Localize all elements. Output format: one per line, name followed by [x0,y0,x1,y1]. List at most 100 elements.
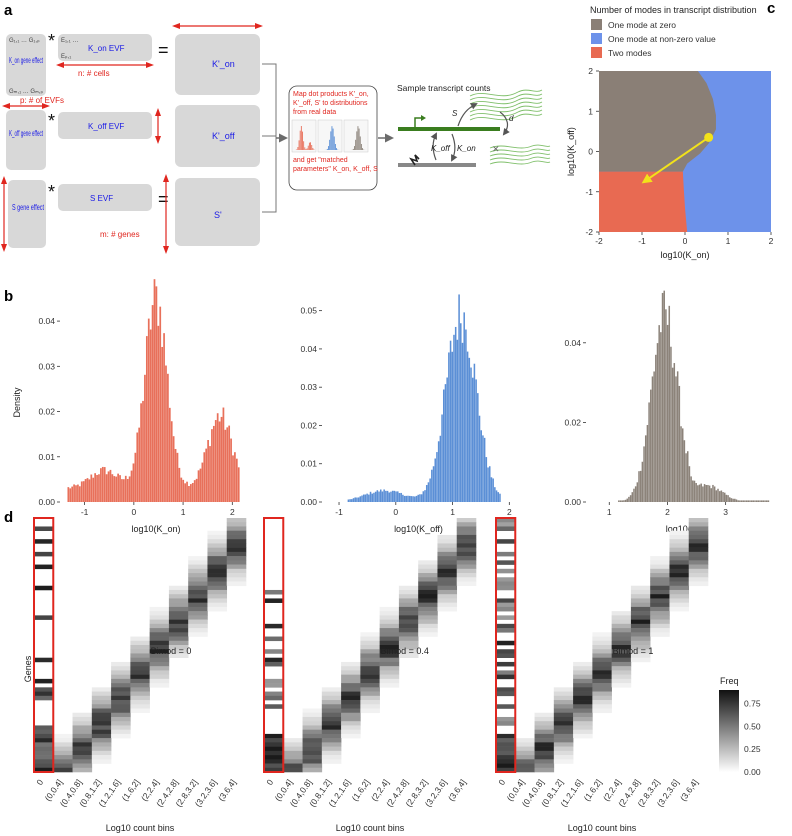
d-cell [630,623,651,629]
d-cell [321,708,342,714]
d-cell [650,577,670,582]
d-cell [611,628,632,633]
mini-hist-bar [308,142,310,150]
d-cell [302,746,323,752]
c-legend-label: One mode at zero [608,20,676,30]
s-evf-label: S EVF [90,194,113,203]
b-hist-bar [218,421,221,502]
b-hist-bar [742,500,744,502]
b-hist-bar [470,367,472,502]
b-hist-bar [111,474,114,502]
panel-letter-a: a [4,2,13,19]
c-legend-swatch [591,33,602,44]
mini-hist-bar [312,147,314,150]
d-cell [91,729,112,735]
d-cell [553,700,574,705]
map-text-1: Map dot products K'_on, [293,91,369,98]
b-hist-bar [473,363,476,502]
c-legend: One mode at zero One mode at non-zero val… [591,19,716,58]
d-cell [283,759,303,764]
b-hist-bar [199,468,202,502]
b-xtick-label: -1 [335,507,343,517]
b-hist-bar [123,479,125,502]
d-cell [418,564,438,570]
d-zero-cell [264,759,284,764]
koff-prime-label: K'_off [212,131,235,141]
d-zero-cell [34,750,54,756]
d-zero-cell [496,518,516,523]
d-cell [188,632,208,637]
s-gene-effect-label: S gene effect [12,203,45,212]
d-cell [592,657,612,663]
d-cell [437,594,458,599]
b-hist-bar [145,336,148,502]
mini-hist-bar [302,131,303,150]
c-ytick-label: 2 [588,66,593,76]
b-hist-bar [182,479,185,502]
d-cell [650,568,670,574]
d-cell [91,721,112,726]
d-cell [188,623,208,629]
d-cell [553,750,574,756]
b-hist-bar [693,480,696,502]
d-cell [456,568,477,574]
c-xtick-label: -2 [595,236,603,246]
d-cell [688,518,709,523]
d-cell [72,759,93,764]
d-cell [611,666,632,671]
d-cell [379,666,400,671]
d-cell [321,716,342,722]
d-freq-legend: Freq 0.75 0.50 0.25 0.00 [719,676,761,777]
d-cell [226,526,247,531]
d-cell [360,649,380,654]
b-hist-bar [653,371,655,502]
b-ytick-label: 0.04 [300,344,317,354]
b-xtick-label: 2 [230,507,235,517]
d-zero-cell [496,623,516,629]
d-cell [611,615,632,620]
d-cell [111,708,131,714]
b-hist-bar [639,470,642,502]
d-cell [207,577,228,582]
d-cell [630,645,651,650]
d-cell [360,640,380,646]
b-hist-bar [713,486,716,502]
d-cell [72,767,93,773]
b-hist-bar [224,429,227,502]
b-hist-bar [702,486,704,502]
d-cell [168,585,189,591]
d-cell [188,615,208,620]
b-hist-bar [151,305,154,502]
mini-hist-bar [311,145,313,150]
d-cell [611,653,632,658]
c-xtick-label: 1 [726,236,731,246]
b-hist-bar [159,306,162,502]
d-cell [534,742,555,747]
d-cell [456,581,477,587]
b-hist-bar [364,494,367,502]
b-hist-bar [466,351,469,502]
b-hist-bar [378,491,380,502]
d-zero-cell [496,691,516,697]
d-cell [379,645,400,650]
d-cell [688,568,709,574]
b-hist-bar [188,486,190,502]
b-hist-bar [220,416,223,502]
d-cell [379,636,400,642]
d-cell [553,721,574,726]
b-hist-bar [454,326,457,502]
d-cell [188,606,208,612]
d-cell [669,547,690,553]
d-cell [207,606,228,612]
transcript-strand [489,156,551,161]
d-cell [650,589,670,595]
transcript-strand [469,109,543,117]
d-cell [611,623,632,629]
b-hist-bar [167,373,169,502]
d-cell [592,700,612,705]
d-cell [149,666,170,671]
b-hist-bar [71,486,74,502]
d-cell [379,623,400,629]
b-hist-bar [115,476,118,502]
d-zero-cell [34,733,54,739]
